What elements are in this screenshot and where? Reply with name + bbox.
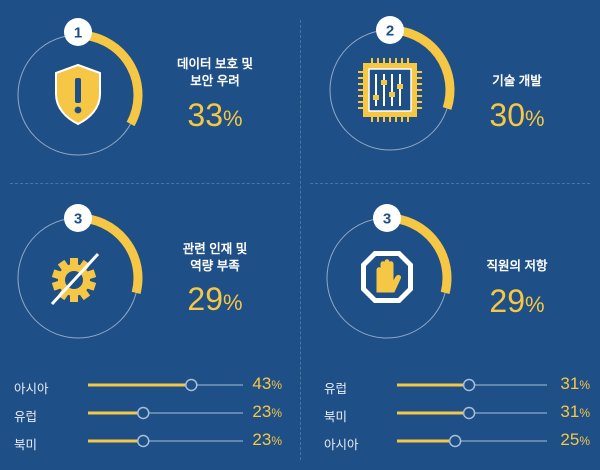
region-label: 아시아 [324, 438, 359, 452]
horizontal-divider-right [310, 183, 590, 184]
quadrant-1-value: 33% [160, 97, 270, 134]
value-unit: % [223, 106, 243, 131]
quadrant-3-value: 29% [160, 281, 270, 318]
progress-arc [77, 30, 143, 127]
value-number: 23 [252, 402, 272, 421]
badge-circle [376, 16, 404, 44]
quadrant-1-graphic: 1 [17, 18, 143, 156]
quadrant-3-label: 관련 인재 및 역량 부족 [182, 242, 248, 273]
gear-crossed-icon [50, 252, 100, 306]
region-value: 23% [228, 402, 282, 422]
slider-knob [137, 434, 150, 448]
slider-knob [448, 434, 462, 448]
value-number: 25 [560, 430, 580, 449]
value-number: 31 [560, 402, 580, 421]
quadrant-4-label: 직원의 저항 [486, 259, 548, 273]
badge-number: 1 [74, 25, 82, 42]
stop-hand-icon [361, 251, 413, 303]
region-label: 북미 [14, 438, 38, 452]
gear-tooth [70, 258, 78, 268]
region-value: 23% [228, 430, 282, 450]
value-number: 23 [252, 430, 272, 449]
quadrant-3-graphic: 3 [17, 204, 143, 339]
region-label: 북미 [324, 410, 348, 424]
badge-circle [373, 204, 401, 232]
slider-knob [137, 406, 150, 420]
region-sliders-right [397, 378, 547, 448]
quadrant-2-graphic: 2 [329, 16, 455, 151]
value-number: 29 [187, 281, 224, 317]
shield-warning-icon [55, 63, 101, 126]
badge-number: 3 [74, 211, 82, 228]
region-label: 유럽 [14, 410, 38, 424]
value-number: 43 [252, 374, 272, 393]
slider-knob [462, 378, 476, 392]
value-unit: % [525, 106, 545, 131]
value-number: 30 [489, 97, 526, 133]
slider-bars [373, 74, 403, 106]
value-unit: % [271, 378, 282, 392]
badge-number: 2 [386, 23, 394, 40]
region-value: 31% [536, 402, 590, 422]
value-unit: % [579, 434, 590, 448]
slider-knob [185, 378, 198, 392]
region-label: 유럽 [324, 382, 348, 396]
quadrant-2-label: 기술 개발 [492, 74, 542, 88]
quadrant-4-value: 29% [462, 283, 572, 320]
quadrant-4-graphic: 3 [326, 204, 452, 339]
badge-number: 3 [383, 211, 391, 228]
value-unit: % [271, 434, 282, 448]
value-number: 29 [489, 283, 526, 319]
value-number: 33 [187, 97, 224, 133]
region-value: 25% [536, 430, 590, 450]
value-number: 31 [560, 374, 580, 393]
region-sliders-left [88, 378, 243, 448]
value-unit: % [271, 406, 282, 420]
badge-circle [64, 18, 92, 46]
badge-circle [64, 204, 92, 232]
value-unit: % [579, 406, 590, 420]
horizontal-divider-left [10, 183, 290, 184]
progress-arc [389, 25, 455, 110]
vertical-divider [300, 20, 301, 460]
region-label: 아시아 [14, 382, 49, 396]
quadrant-1-label: 데이터 보호 및 보안 우려 [177, 57, 253, 88]
value-unit: % [525, 292, 545, 317]
value-unit: % [223, 290, 243, 315]
region-value: 43% [228, 374, 282, 394]
chip-sliders-icon [358, 58, 422, 122]
quadrant-2-value: 30% [462, 97, 572, 134]
region-value: 31% [536, 374, 590, 394]
gear-tooth [70, 292, 78, 302]
value-unit: % [579, 378, 590, 392]
slider-knob [462, 406, 476, 420]
